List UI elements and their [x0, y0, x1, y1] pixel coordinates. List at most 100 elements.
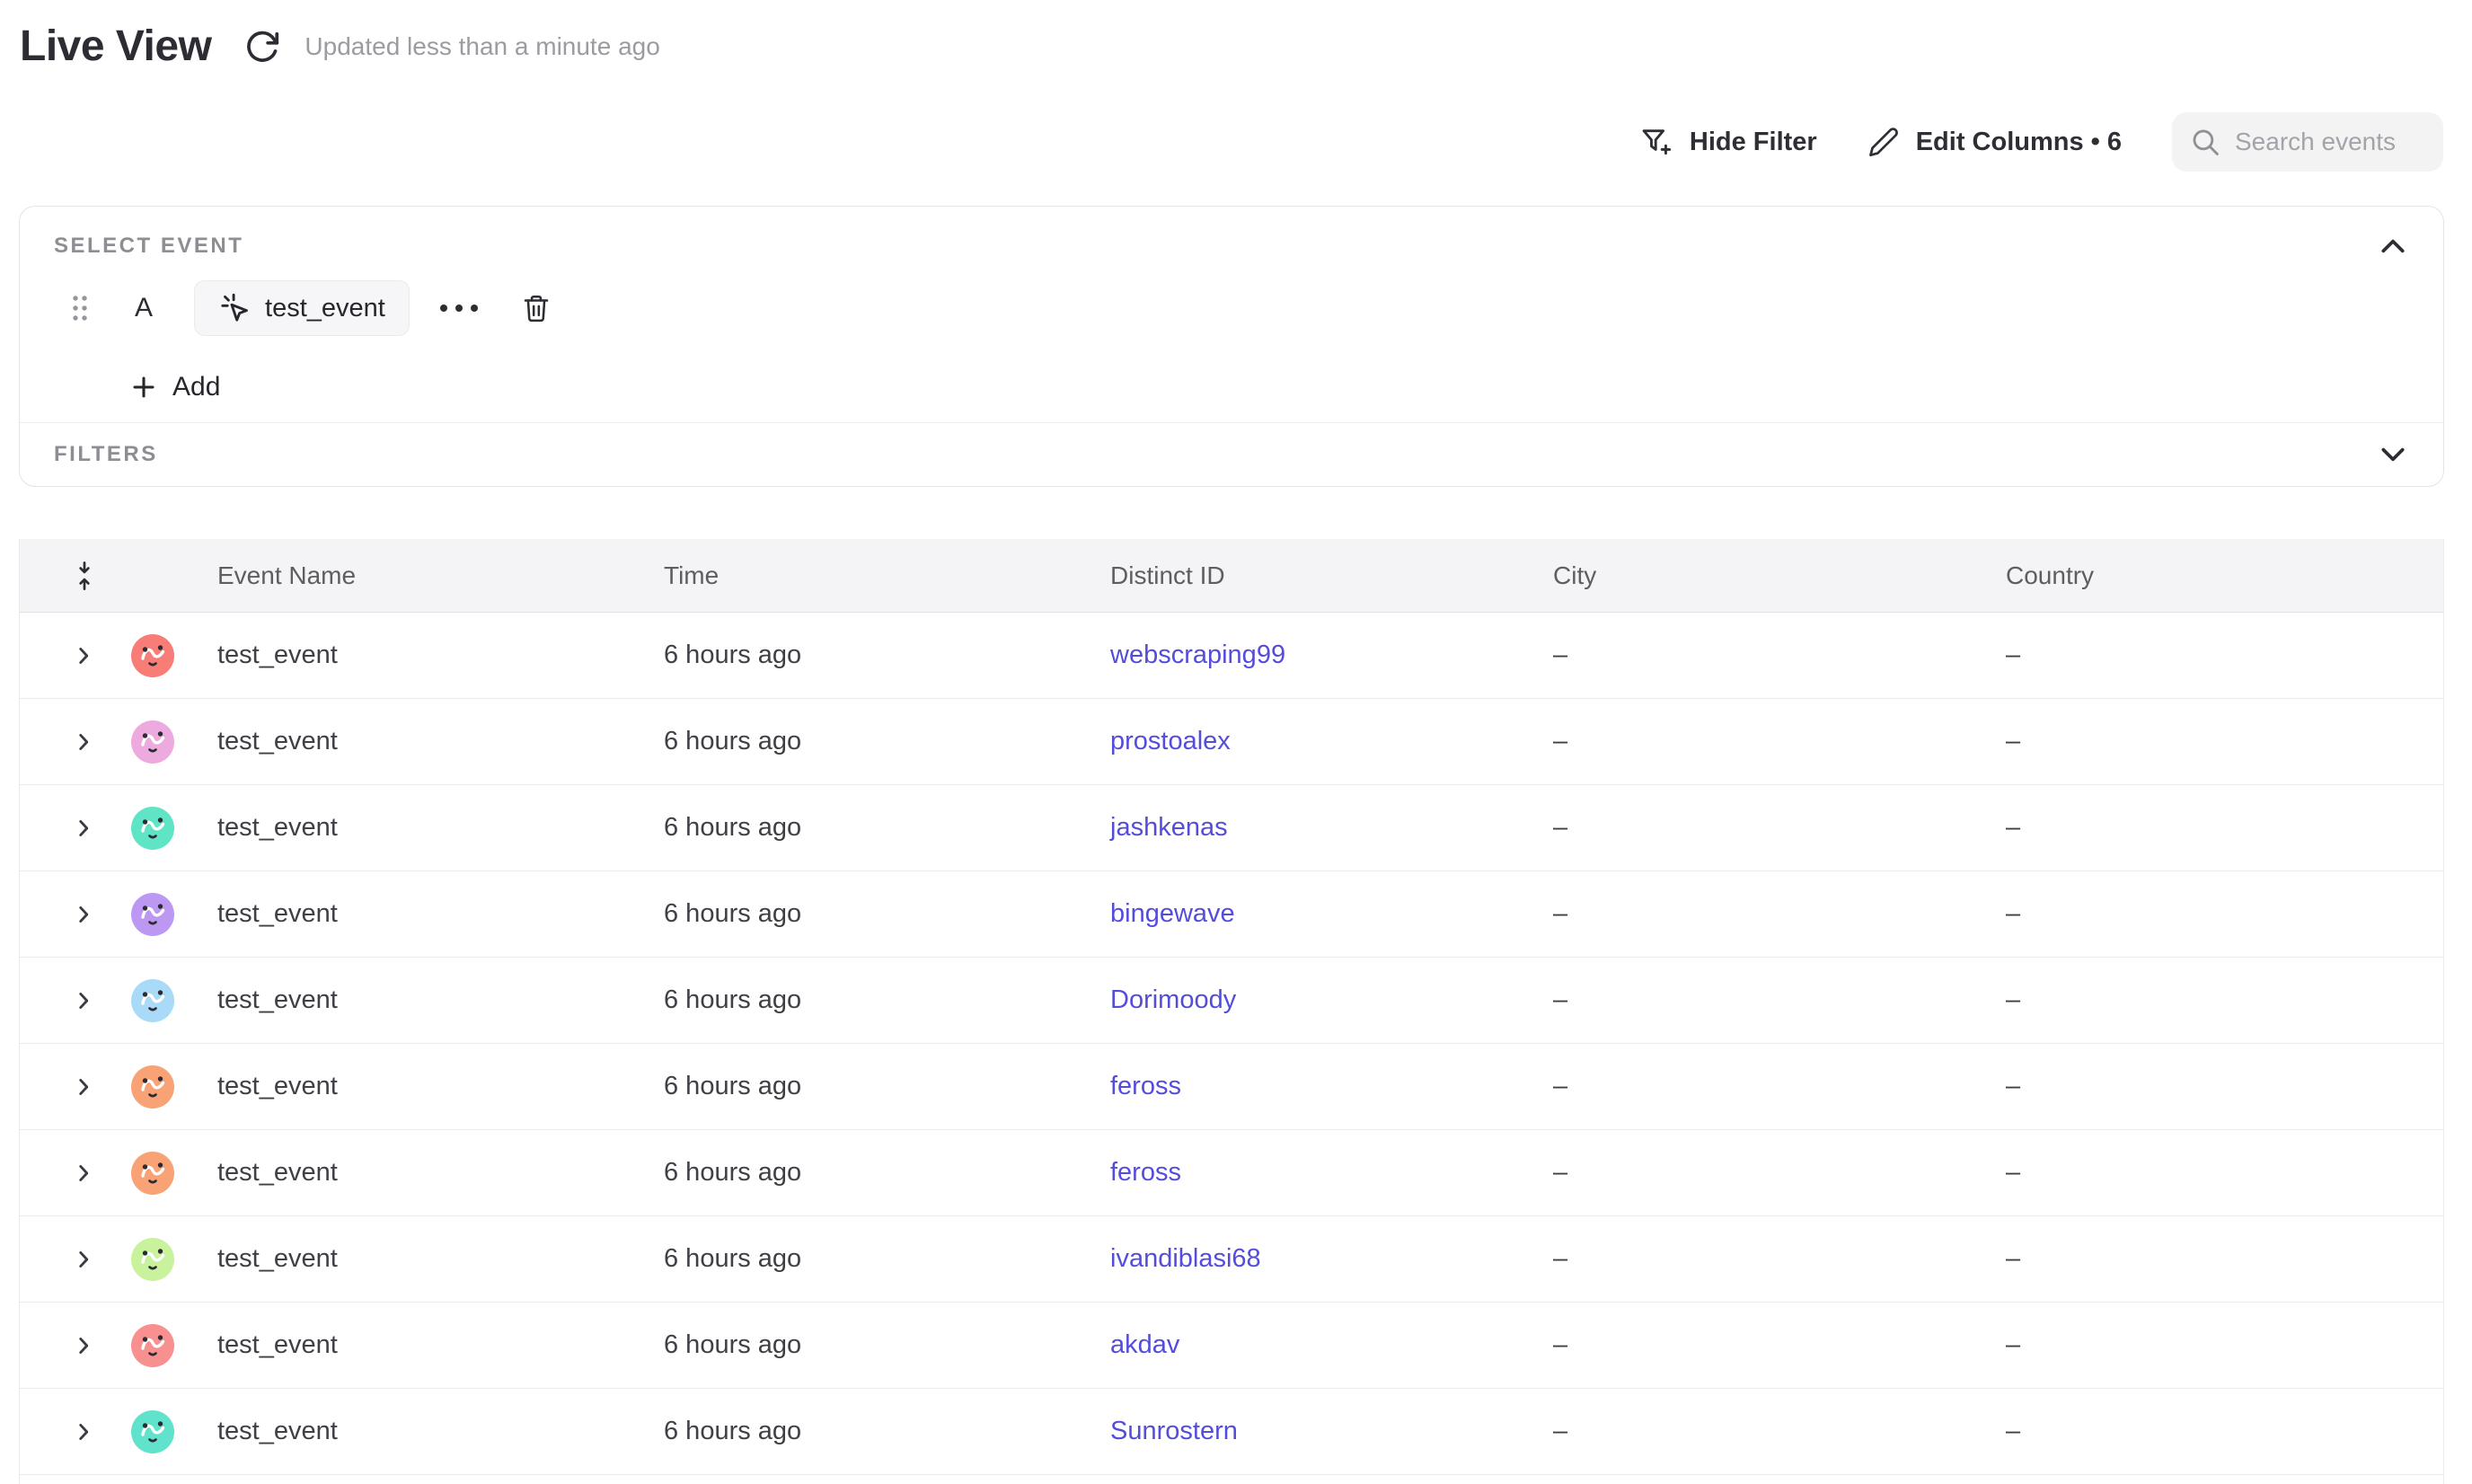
distinct-id-link[interactable]: webscraping99	[1110, 640, 1286, 669]
event-name-cell: test_event	[217, 727, 338, 755]
time-cell: 6 hours ago	[664, 640, 802, 669]
event-chip-label: test_event	[265, 293, 385, 322]
search-box[interactable]	[2172, 112, 2443, 172]
row-expand-button[interactable]	[72, 817, 95, 840]
avatar	[131, 1064, 174, 1109]
country-cell: –	[2006, 1072, 2021, 1100]
city-cell: –	[1553, 1158, 1568, 1187]
add-event-button[interactable]: Add	[129, 372, 220, 402]
table-row[interactable]: test_event 6 hours ago feross – –	[20, 1044, 2443, 1130]
refresh-icon	[243, 28, 281, 66]
country-cell: –	[2006, 899, 2021, 928]
events-table: Event Name Time Distinct ID City Country	[19, 539, 2444, 1484]
event-name-cell: test_event	[217, 1072, 338, 1100]
event-selector-chip[interactable]: test_event	[194, 280, 410, 336]
column-header-time: Time	[664, 561, 720, 589]
distinct-id-link[interactable]: ivandiblasi68	[1110, 1244, 1261, 1273]
drag-handle[interactable]	[70, 293, 90, 323]
table-row[interactable]: test_event 6 hours ago prostoalex – –	[20, 699, 2443, 785]
table-row[interactable]: test_event 6 hours ago Dorimoody – –	[20, 958, 2443, 1044]
edit-columns-label: Edit Columns • 6	[1915, 127, 2122, 156]
collapse-arrows-icon	[72, 560, 97, 592]
cursor-click-icon	[218, 292, 251, 324]
time-cell: 6 hours ago	[664, 813, 802, 842]
add-label: Add	[172, 372, 221, 402]
time-cell: 6 hours ago	[664, 1158, 802, 1187]
distinct-id-link[interactable]: Dorimoody	[1110, 985, 1237, 1014]
row-expand-button[interactable]	[72, 1248, 95, 1271]
avatar	[131, 1323, 174, 1367]
time-cell: 6 hours ago	[664, 1417, 802, 1445]
edit-columns-button[interactable]: Edit Columns • 6	[1867, 126, 2122, 158]
chevron-right-icon	[72, 1248, 95, 1271]
refresh-button[interactable]	[243, 28, 281, 66]
chevron-right-icon	[72, 644, 95, 667]
chevron-right-icon	[72, 1075, 95, 1099]
pencil-icon	[1867, 126, 1900, 158]
event-name-cell: test_event	[217, 899, 338, 928]
avatar	[131, 1151, 174, 1195]
search-icon	[2190, 127, 2220, 157]
column-header-event-name: Event Name	[217, 561, 357, 589]
collapse-section-button[interactable]	[2379, 236, 2407, 256]
table-row[interactable]: test_event 6 hours ago jashkenas – –	[20, 785, 2443, 871]
search-input[interactable]	[2235, 128, 2425, 156]
table-row[interactable]: test_event 6 hours ago webscraping99 – –	[20, 613, 2443, 699]
distinct-id-link[interactable]: feross	[1110, 1158, 1181, 1187]
city-cell: –	[1553, 985, 1568, 1014]
table-row[interactable]: test_event 6 hours ago ivandiblasi68 – –	[20, 1216, 2443, 1303]
distinct-id-link[interactable]: feross	[1110, 1072, 1181, 1100]
row-expand-button[interactable]	[72, 1334, 95, 1357]
country-cell: –	[2006, 813, 2021, 842]
series-letter: A	[135, 293, 154, 322]
filters-section: FILTERS	[20, 423, 2443, 486]
city-cell: –	[1553, 813, 1568, 842]
chevron-down-icon	[2379, 445, 2407, 464]
chevron-right-icon	[72, 730, 95, 754]
row-expand-button[interactable]	[72, 903, 95, 926]
country-cell: –	[2006, 1417, 2021, 1445]
city-cell: –	[1553, 727, 1568, 755]
city-cell: –	[1553, 1330, 1568, 1359]
pin-column-button[interactable]	[20, 560, 217, 592]
event-name-cell: test_event	[217, 1417, 338, 1445]
avatar	[131, 978, 174, 1022]
table-row[interactable]: test_event 6 hours ago feross – –	[20, 1130, 2443, 1216]
time-cell: 6 hours ago	[664, 727, 802, 755]
row-expand-button[interactable]	[72, 730, 95, 754]
country-cell: –	[2006, 640, 2021, 669]
table-row[interactable]: test_event 6 hours ago akdav – –	[20, 1303, 2443, 1389]
avatar	[131, 633, 174, 677]
hide-filter-label: Hide Filter	[1689, 127, 1817, 156]
chevron-right-icon	[72, 817, 95, 840]
row-expand-button[interactable]	[72, 644, 95, 667]
row-expand-button[interactable]	[72, 1420, 95, 1444]
expand-filters-button[interactable]	[2379, 445, 2407, 464]
event-row-a: A test_event	[54, 280, 2407, 336]
delete-event-button[interactable]	[521, 293, 552, 323]
city-cell: –	[1553, 640, 1568, 669]
event-name-cell: test_event	[217, 1158, 338, 1187]
time-cell: 6 hours ago	[664, 1330, 802, 1359]
distinct-id-link[interactable]: jashkenas	[1110, 813, 1228, 842]
event-name-cell: test_event	[217, 1244, 338, 1273]
distinct-id-link[interactable]: akdav	[1110, 1330, 1180, 1359]
distinct-id-link[interactable]: Sunrostern	[1110, 1417, 1238, 1445]
distinct-id-link[interactable]: prostoalex	[1110, 727, 1231, 755]
query-builder-panel: SELECT EVENT A	[19, 206, 2444, 487]
trash-icon	[521, 293, 552, 323]
row-expand-button[interactable]	[72, 1075, 95, 1099]
row-expand-button[interactable]	[72, 1162, 95, 1185]
filters-label: FILTERS	[54, 442, 158, 466]
more-options-button[interactable]	[438, 303, 480, 314]
page-title: Live View	[20, 22, 212, 70]
table-row[interactable]: test_event 6 hours ago Sunrostern – –	[20, 1389, 2443, 1475]
time-cell: 6 hours ago	[664, 985, 802, 1014]
select-event-label: SELECT EVENT	[54, 234, 244, 258]
hide-filter-button[interactable]: Hide Filter	[1639, 125, 1817, 159]
chevron-right-icon	[72, 989, 95, 1012]
distinct-id-link[interactable]: bingewave	[1110, 899, 1235, 928]
city-cell: –	[1553, 1072, 1568, 1100]
row-expand-button[interactable]	[72, 989, 95, 1012]
table-row[interactable]: test_event 6 hours ago bingewave – –	[20, 871, 2443, 958]
